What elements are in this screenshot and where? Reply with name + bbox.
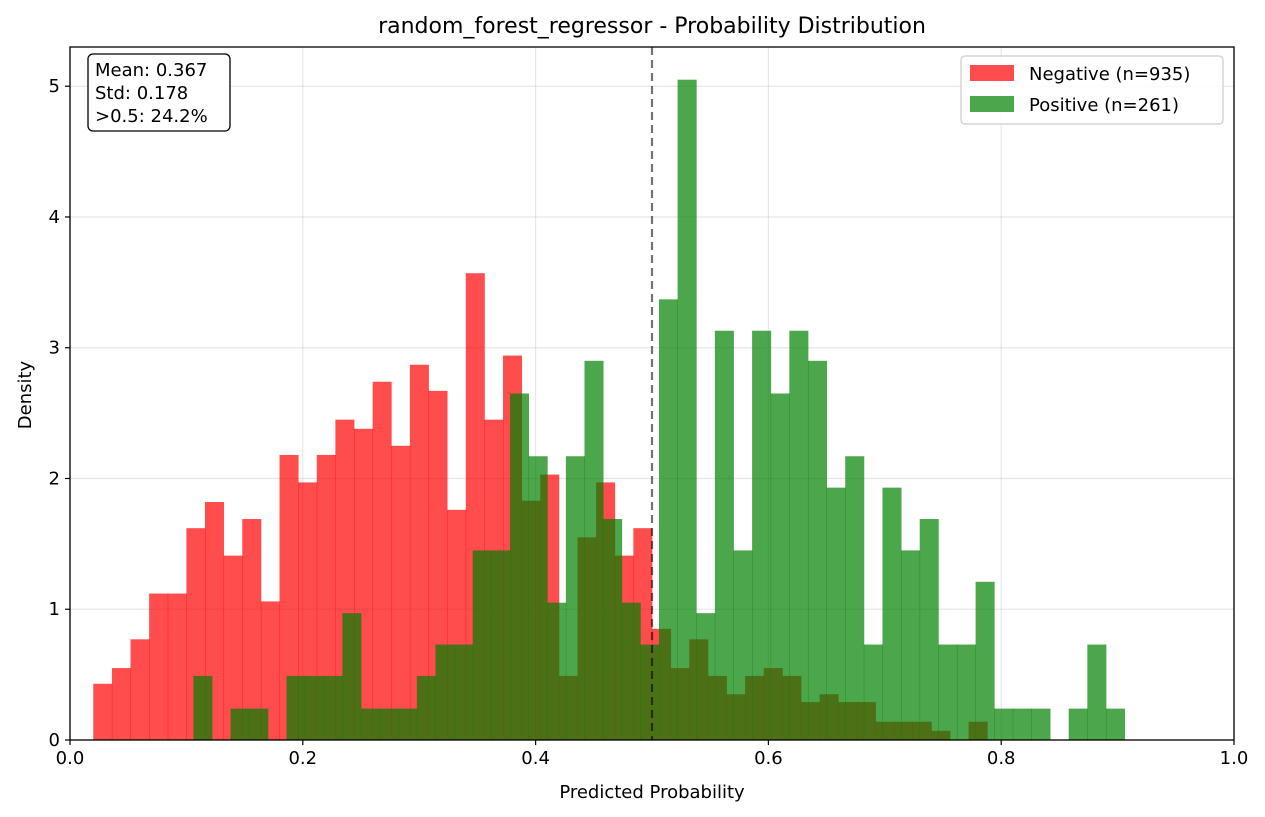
histogram-bar [93, 683, 113, 740]
y-tick-label: 0 [49, 730, 60, 751]
histogram-bar [658, 299, 679, 740]
x-tick-label: 0.4 [521, 748, 550, 769]
x-tick-label: 0.8 [987, 748, 1016, 769]
histogram-bar [882, 487, 902, 740]
histogram-bar [491, 550, 511, 740]
series-positive-bars [193, 79, 1125, 741]
y-tick-label: 5 [49, 76, 60, 97]
histogram-bar [193, 675, 213, 740]
ticks-layer: 0.0 0.2 0.4 0.6 0.8 1.0 0 1 2 3 4 5 [49, 76, 1249, 769]
histogram-bar [640, 644, 660, 740]
histogram-bar [901, 550, 921, 740]
histogram-bar [279, 454, 299, 740]
histogram-bar [565, 456, 585, 740]
histogram-bar [416, 675, 436, 740]
histogram-bar [696, 613, 716, 740]
x-tick-label: 0.0 [56, 748, 85, 769]
histogram-bar [472, 550, 492, 740]
histogram-bar [242, 519, 262, 740]
histogram-bar [789, 330, 809, 740]
histogram-bar [323, 675, 343, 740]
histogram-bar [845, 456, 865, 740]
histogram-bar [826, 487, 846, 740]
histogram-bar [372, 381, 392, 740]
histogram-bar [398, 708, 418, 740]
legend-label-negative: Negative (n=935) [1029, 64, 1190, 85]
histogram-bar [1087, 644, 1107, 740]
histogram-bar [956, 644, 976, 740]
histogram-bar [621, 602, 641, 740]
histogram-bar [863, 644, 883, 740]
stats-std: Std: 0.178 [95, 83, 188, 104]
stats-above-threshold: >0.5: 24.2% [95, 106, 208, 127]
histogram-bar [391, 445, 411, 740]
histogram-bar [149, 593, 169, 740]
histogram-bar [1031, 708, 1051, 740]
plot-frame [69, 46, 1235, 741]
y-tick-label: 4 [49, 207, 60, 228]
histogram-bar [919, 519, 939, 740]
histogram-bar [305, 675, 325, 740]
x-tick-label: 0.6 [754, 748, 783, 769]
histogram-bar [342, 613, 362, 740]
stats-box-frame [87, 53, 231, 132]
histogram-bar [379, 708, 399, 740]
histogram-bar [1012, 708, 1032, 740]
histogram-bar [528, 456, 548, 740]
legend-frame [960, 55, 1224, 125]
histogram-bar [409, 364, 429, 740]
histogram-bar [938, 644, 958, 740]
histogram-bar [1105, 708, 1125, 740]
histogram-bar [603, 519, 623, 740]
histogram-bar [454, 644, 474, 740]
histogram-bar [1068, 708, 1088, 740]
histogram-bar [435, 644, 455, 740]
histogram-bar [167, 593, 187, 740]
histogram-bar [223, 555, 243, 740]
histogram-bar [316, 454, 336, 740]
bars-layer [93, 79, 1125, 741]
histogram-bar [130, 639, 150, 740]
chart-title: random_forest_regressor - Probability Di… [378, 14, 926, 39]
histogram-bar [230, 708, 250, 740]
legend-swatch-positive [970, 96, 1014, 112]
histogram-bar [509, 393, 530, 740]
legend: Negative (n=935) Positive (n=261) [960, 55, 1224, 125]
histogram-bar [994, 708, 1014, 740]
y-tick-label: 1 [49, 599, 60, 620]
histogram-bar [584, 360, 604, 740]
histogram-bar [547, 602, 567, 740]
histogram-bar [361, 708, 381, 740]
histogram-bar [807, 360, 827, 740]
x-axis-label: Predicted Probability [559, 782, 745, 803]
x-tick-label: 0.2 [288, 748, 317, 769]
histogram-bar [975, 581, 995, 740]
histogram-bar [111, 668, 131, 740]
histogram-bar [286, 675, 306, 740]
histogram-bar [260, 601, 280, 740]
stats-box: Mean: 0.367 Std: 0.178 >0.5: 24.2% [87, 53, 231, 132]
y-tick-label: 2 [49, 468, 60, 489]
histogram-bar [249, 708, 269, 740]
histogram-bar [714, 330, 734, 740]
legend-swatch-negative [970, 65, 1014, 81]
legend-label-positive: Positive (n=261) [1029, 95, 1179, 116]
histogram-bar [733, 550, 753, 740]
y-axis-label: Density [15, 360, 36, 429]
histogram-bar [752, 330, 772, 740]
stats-mean: Mean: 0.367 [95, 60, 207, 81]
histogram-bar [770, 393, 790, 740]
histogram-bar [298, 482, 318, 740]
x-tick-label: 1.0 [1220, 748, 1249, 769]
histogram-bar [677, 79, 697, 741]
y-tick-label: 3 [49, 338, 60, 359]
